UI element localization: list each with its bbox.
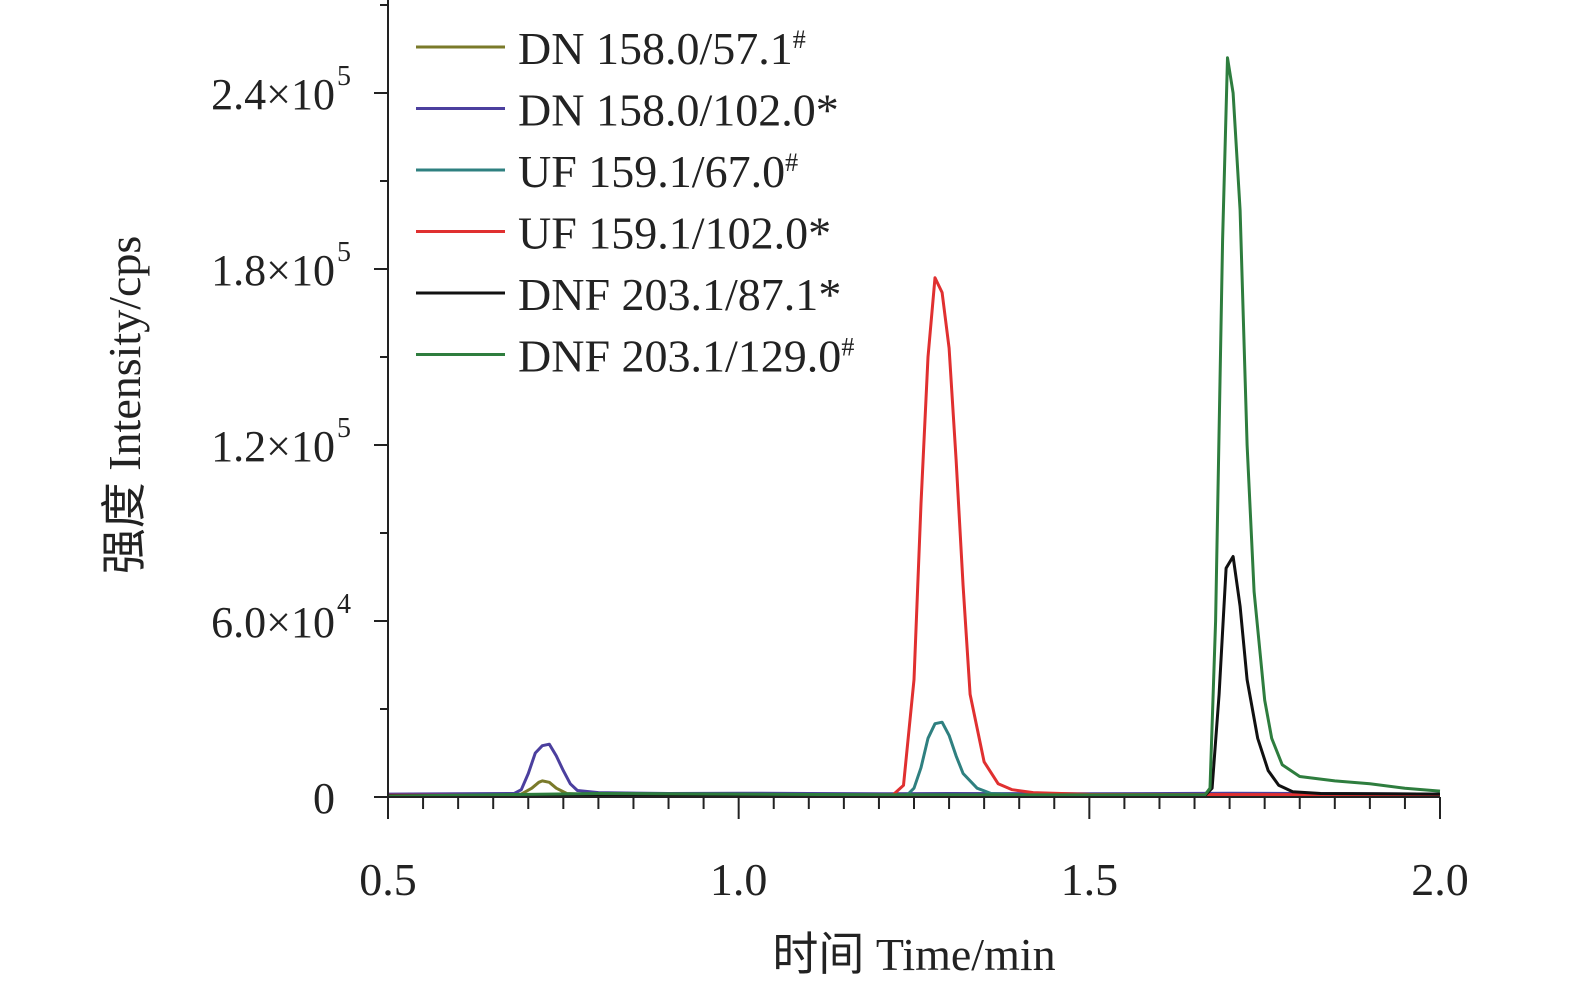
y-tick-exponent: 5 — [337, 413, 351, 444]
x-tick-label: 2.0 — [1411, 854, 1469, 905]
series-layer — [387, 56, 1441, 798]
series-line-3 — [388, 720, 1441, 797]
legend-label: DN 158.0/102.0* — [518, 85, 839, 136]
y-tick-exponent: 5 — [337, 61, 351, 92]
y-tick-label: 0 — [313, 774, 335, 823]
y-axis-label: 强度 Intensity/cps — [99, 236, 150, 575]
x-tick-label: 0.5 — [359, 854, 417, 905]
legend-label: DN 158.0/57.1# — [518, 23, 806, 74]
x-tick-label: 1.5 — [1061, 854, 1119, 905]
y-tick-label: 6.0×10 — [211, 598, 335, 647]
series-line-4 — [388, 276, 1441, 797]
y-tick-exponent: 5 — [337, 237, 351, 268]
y-tick-label: 1.2×10 — [211, 422, 335, 471]
ticks-layer: 0.5 1.0 1.5 2.006.0×10 41.2×10 51.8×10 52.4×10… — [211, 4, 1469, 905]
legend-label: UF 159.1/102.0* — [518, 208, 831, 259]
x-tick-label: 1.0 — [710, 854, 768, 905]
legend-label: DNF 203.1/129.0# — [518, 331, 854, 382]
y-tick-label: 2.4×10 — [211, 70, 335, 119]
legend-label: DNF 203.1/87.1* — [518, 269, 841, 320]
y-tick-exponent: 4 — [337, 589, 351, 620]
y-tick-label: 1.8×10 — [211, 246, 335, 295]
legend: DN 158.0/57.1# DN 158.0/102.0* UF 159.1/67… — [416, 23, 854, 382]
series-line-6 — [387, 56, 1441, 798]
legend-label: UF 159.1/67.0# — [518, 146, 798, 197]
x-axis-label: 时间 Time/min — [772, 929, 1055, 980]
